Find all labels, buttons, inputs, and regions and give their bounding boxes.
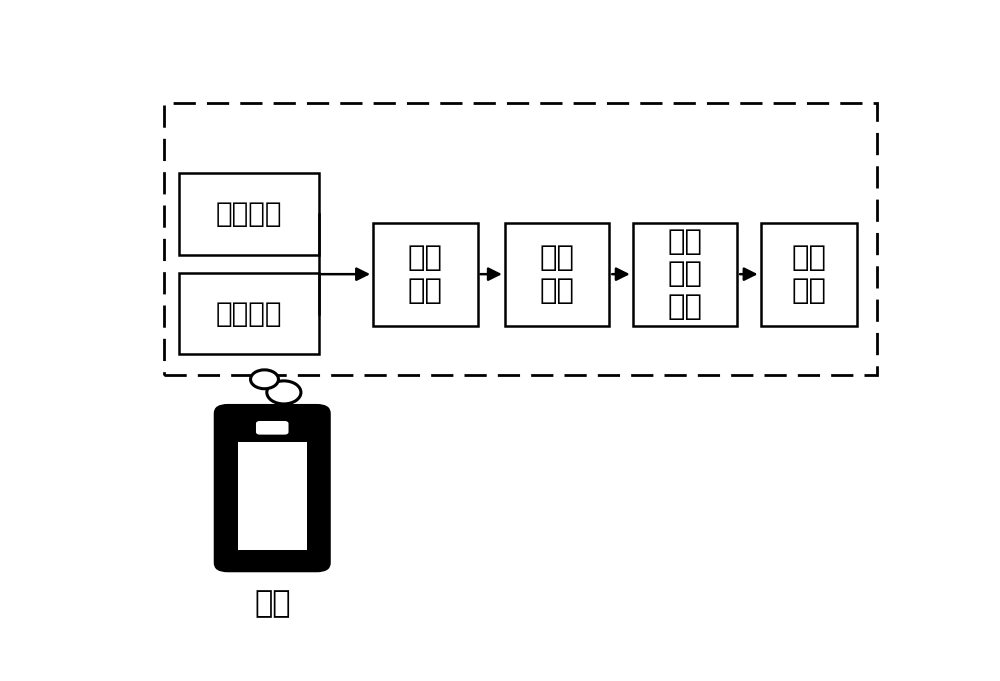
Text: 模型贴图: 模型贴图 [216, 300, 282, 328]
FancyBboxPatch shape [256, 421, 289, 434]
Text: 顶点
纹理
坐标: 顶点 纹理 坐标 [667, 228, 702, 321]
FancyBboxPatch shape [633, 223, 737, 326]
FancyBboxPatch shape [179, 273, 319, 354]
FancyBboxPatch shape [214, 404, 331, 572]
FancyBboxPatch shape [505, 223, 609, 326]
FancyBboxPatch shape [164, 103, 877, 375]
FancyBboxPatch shape [761, 223, 857, 326]
Circle shape [251, 370, 278, 389]
Text: 模型
平面: 模型 平面 [408, 244, 443, 304]
FancyBboxPatch shape [373, 223, 478, 326]
Text: 原画图像: 原画图像 [216, 200, 282, 228]
Text: 相交
模型: 相交 模型 [540, 244, 575, 304]
Text: 终端: 终端 [254, 589, 290, 618]
Text: 目标
模型: 目标 模型 [791, 244, 826, 304]
Circle shape [267, 381, 301, 404]
FancyBboxPatch shape [179, 174, 319, 255]
FancyBboxPatch shape [238, 442, 307, 550]
